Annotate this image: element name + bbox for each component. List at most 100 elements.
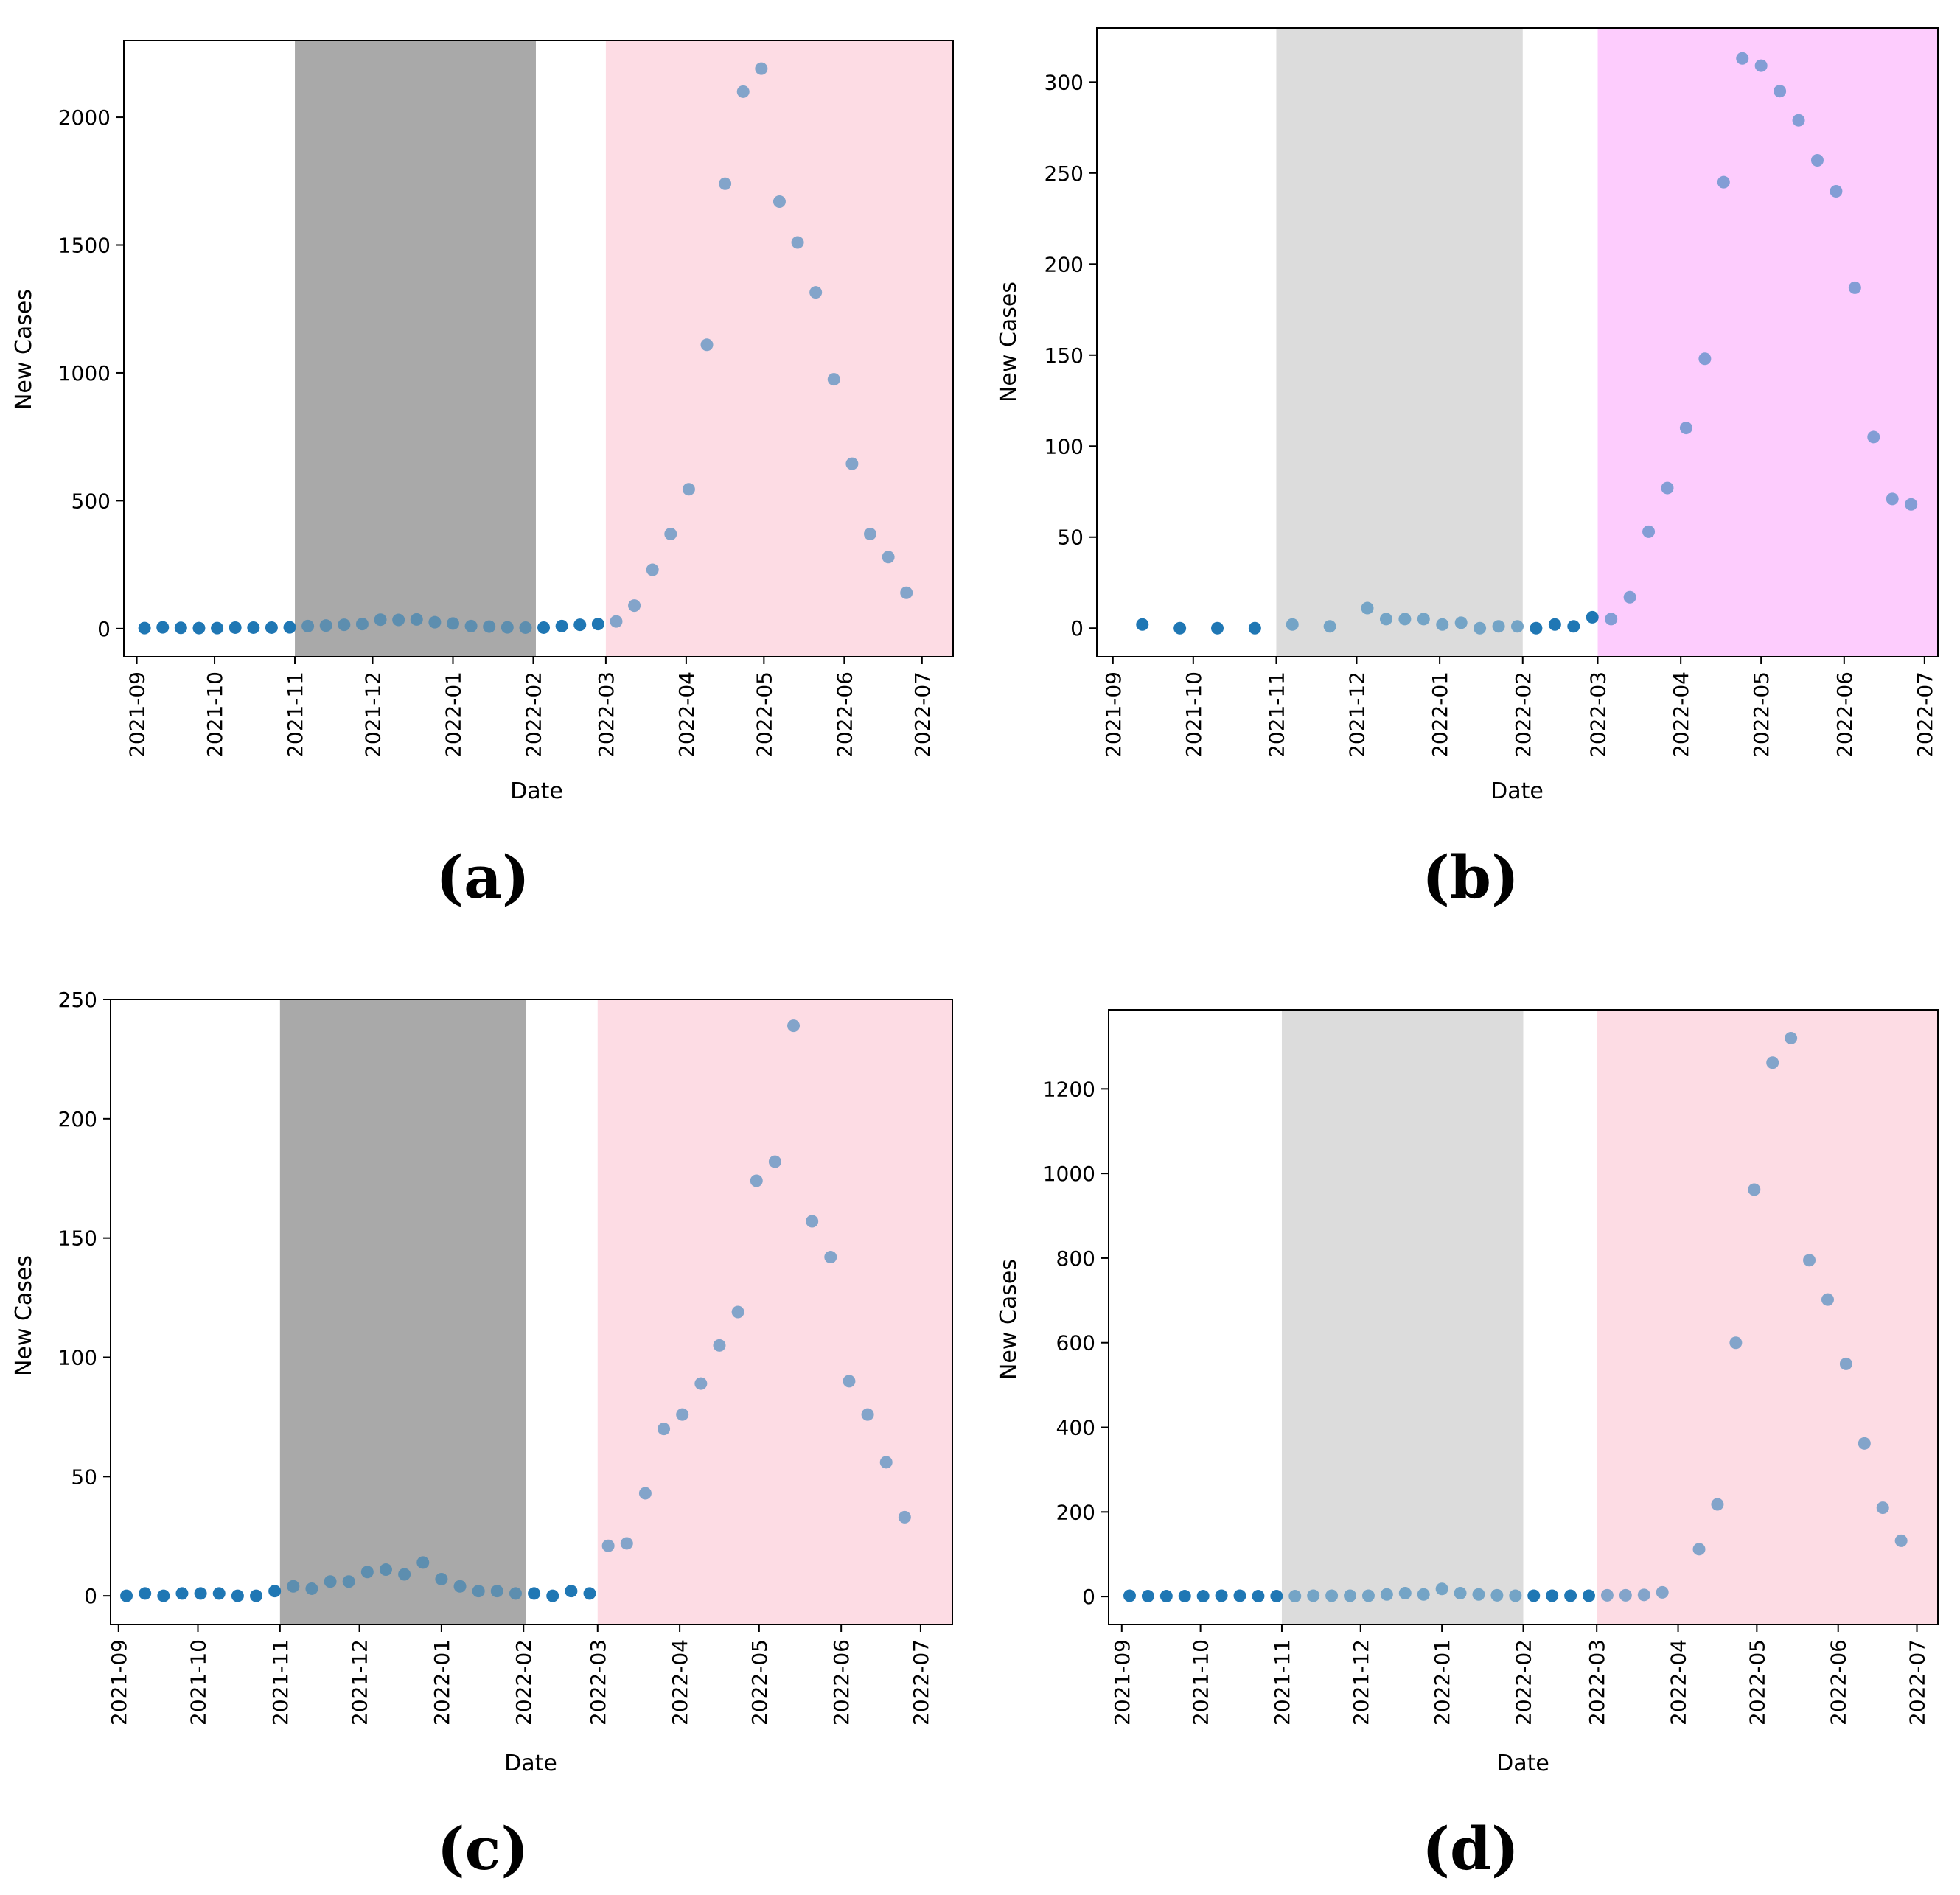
data-point	[1435, 1582, 1448, 1596]
panel-c-caption: (c)	[437, 1814, 529, 1883]
panel-a-xlabel: Date	[510, 778, 563, 804]
data-point	[1270, 1590, 1283, 1603]
data-point	[879, 1456, 893, 1469]
x-tick-label: 2021-10	[186, 1639, 211, 1725]
x-tick-label: 2022-04	[1669, 671, 1693, 758]
data-point	[546, 1589, 559, 1602]
data-point	[1509, 1589, 1522, 1602]
data-point	[900, 586, 913, 599]
data-point	[174, 621, 187, 635]
shaded-region	[1597, 1010, 1938, 1624]
panel-d-caption: (d)	[1422, 1814, 1519, 1883]
data-point	[519, 621, 532, 634]
x-tick-label: 2022-05	[1749, 671, 1774, 758]
data-point	[1379, 613, 1392, 626]
data-point	[360, 1566, 374, 1579]
data-point	[1867, 430, 1880, 444]
data-point	[301, 619, 315, 632]
panel-a-plot: 2021-09 2021-10 2021-11 2021-12 2022-01 2022-…	[58, 40, 954, 758]
data-point	[464, 619, 478, 632]
data-point	[231, 1589, 244, 1602]
y-tick-label: 100	[58, 1345, 97, 1369]
data-point	[379, 1563, 392, 1577]
panel-a-ylabel: New Cases	[11, 289, 37, 410]
data-point	[1492, 620, 1505, 633]
data-point	[1323, 620, 1336, 633]
data-point	[824, 1251, 837, 1264]
x-tick-label: 2022-02	[512, 1639, 536, 1725]
data-point	[1307, 1589, 1320, 1602]
x-tick-label: 2022-01	[1430, 1639, 1454, 1725]
panel-b-plot: 2021-09 2021-10 2021-11 2021-12 2022-01 2022-…	[1044, 27, 1939, 758]
x-tick-label: 2021-12	[348, 1639, 372, 1725]
y-tick-label: 0	[1070, 616, 1084, 641]
y-tick-label: 600	[1056, 1331, 1095, 1355]
data-point	[638, 1487, 652, 1500]
y-tick-label: 150	[1044, 343, 1084, 368]
y-tick-label: 200	[1056, 1500, 1095, 1524]
data-point	[1711, 1498, 1724, 1511]
data-point	[1472, 1588, 1485, 1601]
data-point	[1490, 1588, 1504, 1602]
panel-b: 2021-09 2021-10 2021-11 2021-12 2022-01 2022-…	[996, 27, 1939, 912]
x-tick-label: 2021-11	[1264, 671, 1288, 758]
data-point	[1754, 59, 1768, 72]
data-point	[446, 617, 459, 630]
data-point	[120, 1589, 133, 1602]
shaded-region	[605, 41, 953, 657]
data-point	[1417, 1588, 1430, 1601]
data-point	[620, 1537, 633, 1550]
data-point	[1876, 1501, 1889, 1515]
data-point	[211, 621, 224, 635]
x-tick-label: 2021-09	[107, 1639, 131, 1725]
data-point	[610, 615, 623, 628]
data-point	[528, 1587, 541, 1600]
y-tick-label: 1000	[58, 361, 111, 385]
data-point	[1178, 1590, 1191, 1603]
data-point	[1698, 352, 1712, 366]
data-point	[453, 1580, 467, 1593]
plot-frame	[1108, 1009, 1939, 1625]
data-point	[1661, 481, 1674, 495]
data-point	[265, 621, 278, 634]
data-point	[809, 286, 823, 299]
data-point	[1380, 1588, 1393, 1601]
data-point	[755, 62, 768, 75]
data-point	[1858, 1437, 1871, 1450]
x-tick-label: 2022-02	[1511, 671, 1535, 758]
data-point	[1886, 492, 1899, 506]
y-tick-label: 1500	[58, 234, 111, 258]
y-tick-label: 1200	[1043, 1077, 1095, 1101]
data-point	[787, 1019, 801, 1033]
panel-c: 2021-09 2021-10 2021-11 2021-12 2022-01 2022-…	[11, 988, 953, 1883]
x-tick-label: 2021-11	[268, 1639, 293, 1725]
data-point	[1792, 114, 1805, 127]
x-tick-label: 2022-04	[1667, 1639, 1691, 1725]
shaded-region	[295, 41, 536, 657]
data-point	[229, 621, 242, 634]
y-tick-label: 250	[1044, 161, 1084, 186]
data-point	[664, 527, 677, 540]
data-point	[194, 1587, 207, 1600]
panel-d-plot: 2021-09 2021-10 2021-11 2021-12 2022-01 2022-…	[1043, 1009, 1939, 1725]
data-point	[1248, 621, 1261, 635]
data-point	[1159, 1590, 1173, 1603]
data-point	[1642, 525, 1656, 538]
data-point	[1548, 618, 1561, 631]
data-point	[1821, 1293, 1834, 1306]
data-point	[1211, 621, 1224, 635]
x-tick-label: 2021-09	[125, 671, 150, 758]
data-point	[192, 621, 206, 635]
y-tick-label: 500	[72, 489, 111, 513]
x-tick-label: 2022-06	[1827, 1639, 1851, 1725]
data-point	[319, 619, 332, 632]
data-point	[601, 1539, 615, 1552]
data-point	[1656, 1585, 1669, 1599]
x-tick-label: 2022-02	[1512, 1639, 1536, 1725]
data-point	[1527, 1589, 1541, 1602]
x-tick-label: 2021-12	[361, 671, 386, 758]
data-point	[1848, 281, 1861, 294]
data-point	[1123, 1589, 1136, 1602]
data-point	[1717, 175, 1730, 189]
data-point	[1637, 1588, 1650, 1602]
